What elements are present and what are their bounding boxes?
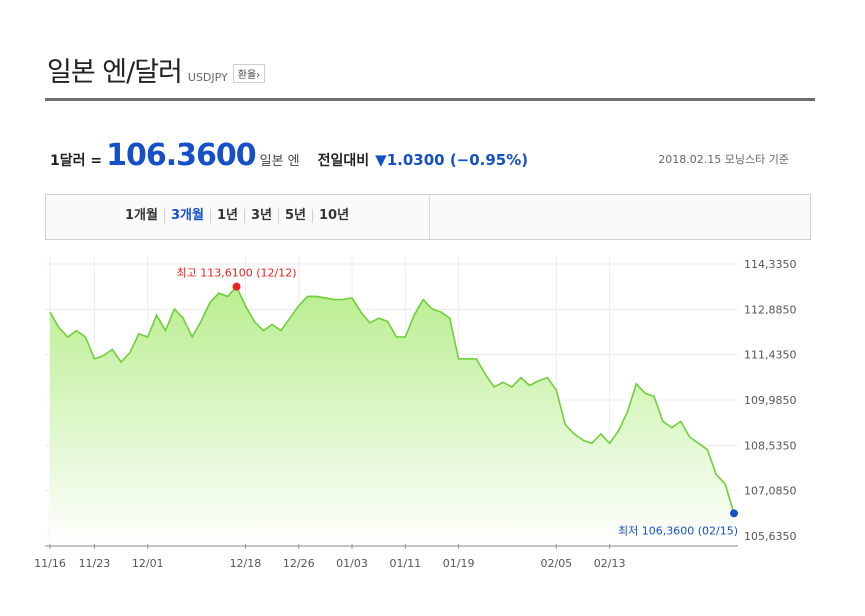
y-tick-label: 112,8850 [744, 303, 797, 316]
tab-4[interactable]: 3년 [243, 209, 278, 223]
x-axis-ticks: 11/16 11/23 12/01 12/18 12/26 01/03 01/11 01/19… [34, 544, 738, 570]
unit-label: 1달러 = [50, 153, 103, 169]
high-marker [232, 282, 241, 291]
period-tab-list: 1개월 3개월 1년 3년 5년 10년 [119, 209, 355, 223]
x-tick-label: 11/23 [79, 557, 111, 570]
x-tick-label: 12/26 [283, 557, 315, 570]
x-tick-label: 02/13 [594, 557, 626, 570]
y-axis-ticks: 114,3350 112,8850 111,4350 109,9850 108,5350… [744, 258, 797, 543]
tab-5[interactable]: 5년 [277, 209, 312, 223]
header-divider [45, 98, 815, 101]
chart-markers: 최고 113,6100 (12/12) 최저 106,3600 (02/15) [177, 267, 738, 537]
x-tick-label: 11/16 [34, 557, 66, 570]
source-date: 2018.02.15 모닝스타 기준 [658, 153, 789, 166]
tab-3[interactable]: 1년 [209, 209, 244, 223]
series-line [49, 285, 735, 514]
exchange-rate-button[interactable]: 환율› [232, 64, 266, 83]
compare-label: 전일대비 [317, 153, 370, 169]
y-tick-label: 107,0850 [744, 485, 797, 498]
y-tick-label: 105,6350 [744, 530, 797, 543]
y-tick-label: 114,3350 [744, 258, 797, 271]
y-tick-label: 109,9850 [744, 394, 797, 407]
x-tick-label: 12/18 [230, 557, 262, 570]
tabs-divider [429, 195, 430, 239]
x-tick-label: 02/05 [540, 557, 572, 570]
ticker-code: USDJPY [187, 71, 228, 84]
page-header: 일본 엔/달러 USDJPY 환율› [47, 50, 266, 90]
page-title: 일본 엔/달러 [47, 57, 183, 88]
y-tick-label: 108,5350 [744, 439, 797, 452]
price-change: ▼1.0300 (−0.95%) [375, 151, 529, 169]
low-marker [730, 509, 738, 518]
area-fill [50, 286, 734, 546]
high-label: 최고 113,6100 (12/12) [177, 267, 297, 280]
tab-6[interactable]: 10년 [311, 209, 355, 223]
low-label: 최저 106,3600 (02/15) [618, 524, 738, 537]
y-tick-label: 111,4350 [744, 349, 797, 362]
x-tick-label: 12/01 [132, 557, 164, 570]
tab-1[interactable]: 1개월 [125, 208, 158, 223]
period-tabs: 1개월 3개월 1년 3년 5년 10년 [45, 194, 811, 240]
quote-summary: 1달러 = 106.3600 일본 엔 전일대비 ▼1.0300 (−0.95%… [50, 138, 528, 173]
x-tick-label: 01/11 [389, 557, 421, 570]
x-tick-label: 01/03 [336, 557, 368, 570]
x-tick-label: 01/19 [443, 557, 475, 570]
currency-label: 일본 엔 [259, 154, 300, 169]
tab-2[interactable]: 3개월 [163, 209, 210, 223]
current-price: 106.3600 [106, 138, 257, 173]
